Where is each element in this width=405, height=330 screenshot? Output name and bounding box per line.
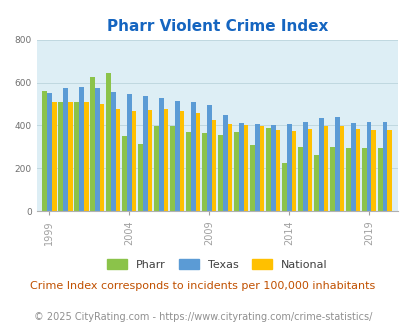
Bar [281, 163, 286, 211]
Bar [334, 117, 339, 211]
Bar [51, 102, 56, 211]
Bar [270, 125, 275, 211]
Bar [339, 126, 343, 211]
Text: Crime Index corresponds to incidents per 100,000 inhabitants: Crime Index corresponds to incidents per… [30, 281, 375, 291]
Bar [58, 102, 63, 211]
Legend: Pharr, Texas, National: Pharr, Texas, National [102, 254, 331, 274]
Bar [371, 130, 375, 211]
Bar [74, 102, 79, 211]
Bar [126, 94, 131, 211]
Bar [307, 129, 311, 211]
Bar [115, 109, 120, 211]
Bar [47, 93, 51, 211]
Bar [138, 144, 143, 211]
Bar [313, 155, 318, 211]
Bar [275, 130, 280, 211]
Bar [361, 148, 366, 211]
Bar [111, 92, 115, 211]
Bar [100, 104, 104, 211]
Text: © 2025 CityRating.com - https://www.cityrating.com/crime-statistics/: © 2025 CityRating.com - https://www.city… [34, 312, 371, 322]
Bar [345, 148, 350, 211]
Bar [106, 73, 111, 211]
Bar [206, 105, 211, 211]
Bar [170, 126, 175, 211]
Bar [143, 96, 147, 211]
Bar [318, 118, 323, 211]
Bar [90, 77, 95, 211]
Bar [227, 124, 232, 211]
Bar [211, 120, 216, 211]
Bar [185, 132, 190, 211]
Bar [382, 122, 386, 211]
Bar [195, 113, 200, 211]
Bar [42, 91, 47, 211]
Bar [323, 126, 328, 211]
Bar [291, 131, 296, 211]
Bar [350, 123, 355, 211]
Title: Pharr Violent Crime Index: Pharr Violent Crime Index [106, 19, 327, 34]
Bar [147, 110, 152, 211]
Bar [190, 102, 195, 211]
Bar [95, 88, 100, 211]
Bar [217, 135, 222, 211]
Bar [202, 133, 206, 211]
Bar [249, 145, 254, 211]
Bar [122, 136, 126, 211]
Bar [79, 87, 83, 211]
Bar [175, 101, 179, 211]
Bar [386, 130, 391, 211]
Bar [153, 126, 158, 211]
Bar [158, 98, 163, 211]
Bar [243, 125, 248, 211]
Bar [377, 148, 382, 211]
Bar [63, 88, 68, 211]
Bar [68, 102, 72, 211]
Bar [222, 115, 227, 211]
Bar [238, 123, 243, 211]
Bar [163, 109, 168, 211]
Bar [259, 126, 264, 211]
Bar [131, 112, 136, 211]
Bar [179, 112, 184, 211]
Bar [355, 129, 359, 211]
Bar [297, 147, 302, 211]
Bar [329, 147, 334, 211]
Bar [286, 124, 291, 211]
Bar [83, 102, 88, 211]
Bar [366, 122, 371, 211]
Bar [233, 132, 238, 211]
Bar [302, 122, 307, 211]
Bar [254, 124, 259, 211]
Bar [265, 128, 270, 211]
